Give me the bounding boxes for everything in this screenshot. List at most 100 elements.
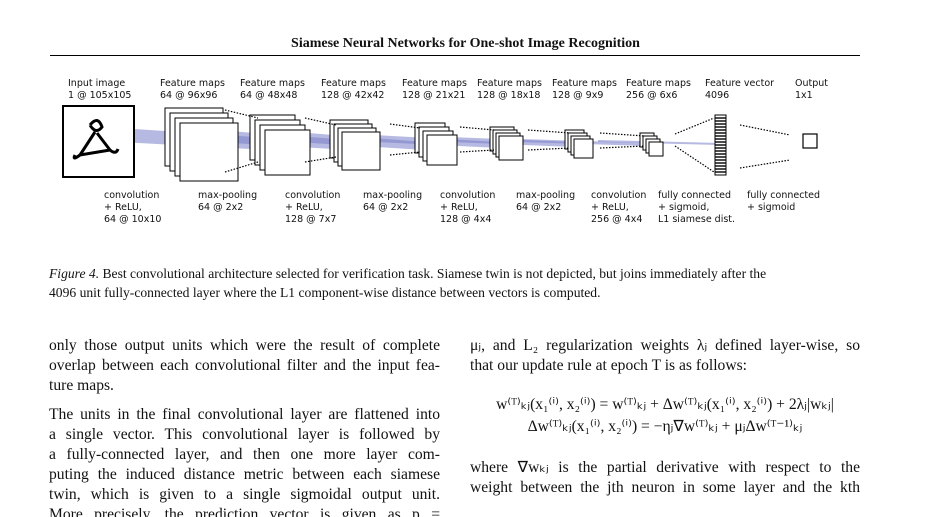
connector (527, 147, 571, 151)
bottom-label: + sigmoid, (658, 202, 709, 213)
glyph (72, 119, 120, 160)
connector (459, 126, 495, 131)
caption-line: 4096 unit fully-connected layer where th… (49, 283, 860, 302)
right-column: μⱼ, and L₂ regularization weights λⱼ def… (470, 336, 860, 498)
bottom-label: L1 siamese dist. (658, 214, 735, 225)
bottom-label: convolution (285, 190, 340, 201)
bottom-label: max-pooling (516, 190, 575, 201)
top-label: Feature maps (477, 78, 542, 89)
connector (739, 159, 791, 169)
connector (459, 149, 495, 153)
connector (674, 117, 715, 135)
bottom-label: + sigmoid (747, 202, 795, 213)
paragraph: The units in the final convolutional lay… (49, 405, 440, 517)
top-label: 128 @ 42x42 (321, 90, 384, 101)
connector (527, 129, 571, 134)
paragraph: μⱼ, and L₂ regularization weights λⱼ def… (470, 336, 860, 376)
bottom-label: 64 @ 2x2 (198, 202, 243, 213)
feature-map (264, 129, 311, 176)
top-label: Output (795, 78, 828, 89)
text-line: ture maps. (49, 377, 114, 394)
feature-map (648, 141, 664, 157)
bottom-label: 64 @ 10x10 (104, 214, 161, 225)
equation: w⁽ᵀ⁾ₖⱼ(x₁⁽ⁱ⁾, x₂⁽ⁱ⁾) = w⁽ᵀ⁾ₖⱼ + Δw⁽ᵀ⁾ₖⱼ(… (496, 396, 834, 413)
connector (674, 145, 715, 173)
top-label: Feature vector (705, 78, 774, 89)
bottom-label: max-pooling (363, 190, 422, 201)
top-label: Feature maps (626, 78, 691, 89)
connector (739, 124, 791, 136)
caption-line: Figure 4. Best convolutional architectur… (49, 264, 860, 283)
bottom-label: + ReLU, (591, 202, 629, 213)
top-label: 256 @ 6x6 (626, 90, 677, 101)
top-label: 64 @ 96x96 (160, 90, 217, 101)
bottom-label: + ReLU, (104, 202, 142, 213)
bottom-label: + ReLU, (440, 202, 478, 213)
caption-label: Figure 4. (49, 266, 100, 281)
top-label: 1x1 (795, 90, 813, 101)
paragraph: only those output units which were the r… (49, 336, 440, 396)
text-line: μⱼ, and L₂ regularization weights λⱼ def… (470, 337, 860, 354)
text-line: only those output units which were the r… (49, 337, 440, 354)
feature-map (179, 122, 239, 182)
bottom-label: + ReLU, (285, 202, 323, 213)
figure-caption: Figure 4. Best convolutional architectur… (49, 264, 860, 302)
top-label: Feature maps (240, 78, 305, 89)
text-line: twin, which is given to a single sigmoid… (49, 486, 440, 503)
top-label: 4096 (705, 90, 729, 101)
text-line: where ∇wₖⱼ is the partial derivative wit… (470, 459, 860, 476)
left-column: only those output units which were the r… (49, 336, 440, 517)
bottom-label: 64 @ 2x2 (363, 202, 408, 213)
text-line: weight between the jth neuron in some la… (470, 479, 860, 496)
text-line: a fully-connected layer, and then one mo… (49, 446, 440, 463)
top-label: Feature maps (552, 78, 617, 89)
text-line: The units in the final convolutional lay… (49, 406, 440, 423)
top-label: 64 @ 48x48 (240, 90, 297, 101)
bottom-label: 128 @ 7x7 (285, 214, 336, 225)
top-label: Feature maps (402, 78, 467, 89)
connector (599, 132, 646, 137)
text-line: a single vector. This convolutional laye… (49, 426, 440, 443)
bottom-label: fully connected (658, 190, 731, 201)
connector (599, 145, 646, 149)
bottom-label: max-pooling (198, 190, 257, 201)
top-label: 128 @ 21x21 (402, 90, 465, 101)
connector (304, 156, 337, 163)
caption-text: 4096 unit fully-connected layer where th… (49, 285, 601, 300)
running-title: Siamese Neural Networks for One-shot Ima… (291, 36, 640, 51)
bottom-label: convolution (104, 190, 159, 201)
top-label: 1 @ 105x105 (68, 90, 131, 101)
top-label: Input image (68, 78, 125, 89)
bottom-label: fully connected (747, 190, 820, 201)
input-image (62, 105, 135, 178)
equation-block: w⁽ᵀ⁾ₖⱼ(x₁⁽ⁱ⁾, x₂⁽ⁱ⁾) = w⁽ᵀ⁾ₖⱼ + Δw⁽ᵀ⁾ₖⱼ(… (470, 394, 860, 438)
paragraph: where ∇wₖⱼ is the partial derivative wit… (470, 458, 860, 498)
text-line: More precisely, the prediction vector is… (49, 506, 440, 517)
output-unit (802, 133, 818, 149)
connector (389, 151, 421, 156)
connector (389, 123, 421, 129)
top-label: 128 @ 18x18 (477, 90, 540, 101)
feature-map (341, 131, 381, 171)
text-line: overlap between each convolutional filte… (49, 357, 440, 374)
text-line: puting the induced distance metric betwe… (49, 466, 440, 483)
top-label: 128 @ 9x9 (552, 90, 603, 101)
bottom-label: 128 @ 4x4 (440, 214, 491, 225)
bottom-label: convolution (440, 190, 495, 201)
bottom-label: 64 @ 2x2 (516, 202, 561, 213)
feature-map (426, 134, 458, 166)
connector (224, 109, 259, 119)
text-line: that our update rule at epoch T is as fo… (470, 357, 748, 374)
header-rule (50, 55, 860, 56)
bottom-label: convolution (591, 190, 646, 201)
equation: Δw⁽ᵀ⁾ₖⱼ(x₁⁽ⁱ⁾, x₂⁽ⁱ⁾) = −ηⱼ∇w⁽ᵀ⁾ₖⱼ + μⱼΔ… (527, 418, 803, 435)
top-label: Feature maps (160, 78, 225, 89)
feature-map (573, 138, 594, 159)
connector (304, 117, 337, 126)
top-label: Feature maps (321, 78, 386, 89)
feature-map (498, 135, 524, 161)
bottom-label: 256 @ 4x4 (591, 214, 642, 225)
